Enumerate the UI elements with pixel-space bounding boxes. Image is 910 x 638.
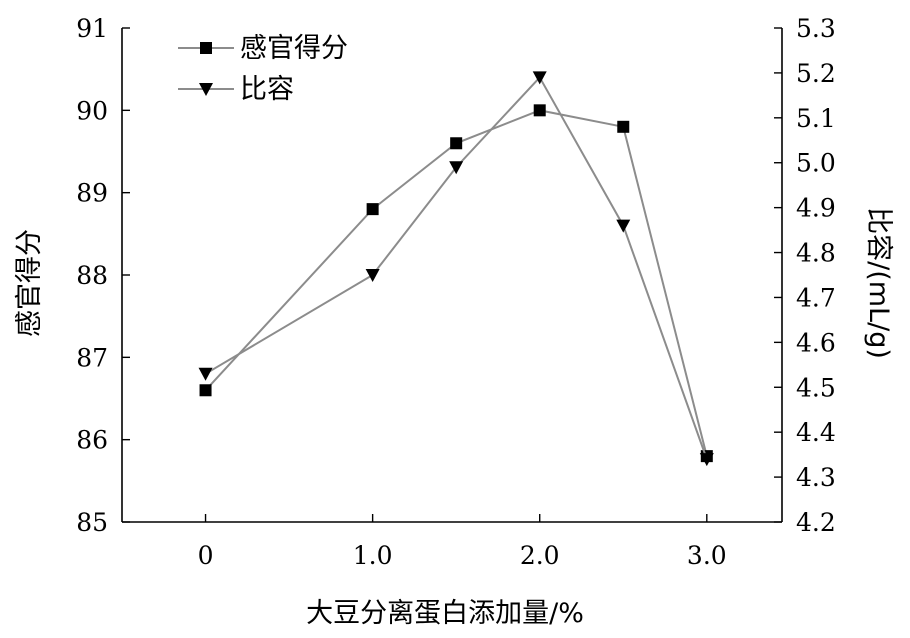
series-layer xyxy=(198,71,714,467)
series-specific-volume xyxy=(198,71,714,467)
legend-marker-specific-volume xyxy=(199,83,213,96)
right-y-tick-label: 5.0 xyxy=(796,149,836,178)
x-tick-label: 3.0 xyxy=(687,541,727,570)
left-y-tick-label: 90 xyxy=(76,96,108,125)
right-y-tick-label: 5.2 xyxy=(796,59,836,88)
right-y-tick-label: 4.8 xyxy=(796,239,836,268)
legend-marker-sensory xyxy=(200,42,212,54)
data-point-square xyxy=(199,384,212,397)
data-point-triangle xyxy=(616,219,631,233)
right-y-tick-label: 4.9 xyxy=(796,194,836,223)
right-y-tick-label: 4.4 xyxy=(796,418,836,447)
x-tick-label: 0 xyxy=(198,541,214,570)
data-point-triangle xyxy=(449,161,464,175)
right-y-tick-label: 4.5 xyxy=(796,373,836,402)
right-y-tick-label: 4.7 xyxy=(796,283,836,312)
data-point-square xyxy=(366,203,379,216)
left-y-tick-label: 88 xyxy=(76,261,108,290)
series-line xyxy=(204,109,708,457)
x-tick-label: 1.0 xyxy=(353,541,393,570)
data-point-square xyxy=(617,120,630,133)
left-y-tick-label: 85 xyxy=(76,508,108,537)
left-y-tick-label: 87 xyxy=(76,343,108,372)
data-point-square xyxy=(450,137,463,150)
legend: 感官得分 比容 xyxy=(178,33,348,105)
left-y-tick-label: 86 xyxy=(76,426,108,455)
right-y-tick-label: 4.2 xyxy=(796,508,836,537)
left-y-axis-title: 感官得分 xyxy=(14,229,45,337)
data-point-triangle xyxy=(699,453,714,467)
right-y-tick-label: 4.3 xyxy=(796,463,836,492)
legend-label-specific-volume: 比容 xyxy=(240,74,294,105)
data-point-triangle xyxy=(365,269,380,282)
right-y-tick-label: 5.1 xyxy=(796,104,836,133)
legend-label-sensory: 感官得分 xyxy=(240,33,348,64)
ticks: 85 86 87 88 89 90 91 4.2 4.3 4.4 4.5 4.6 4.7 4.8 4.9 5.… xyxy=(76,14,836,570)
right-y-tick-label: 5.3 xyxy=(796,14,836,43)
right-y-tick-label: 4.6 xyxy=(796,328,836,357)
axes xyxy=(121,28,783,523)
x-axis-title: 大豆分离蛋白添加量/% xyxy=(306,598,584,629)
data-point-triangle xyxy=(198,367,213,381)
right-y-axis-title: 比容/(mL/g) xyxy=(863,207,894,359)
series-line xyxy=(205,75,708,460)
data-point-triangle xyxy=(532,71,547,85)
left-y-tick-label: 91 xyxy=(76,14,108,43)
x-tick-label: 2.0 xyxy=(520,541,560,570)
series-sensory-score xyxy=(199,104,713,463)
left-y-tick-label: 89 xyxy=(76,179,108,208)
data-point-square xyxy=(533,104,546,117)
